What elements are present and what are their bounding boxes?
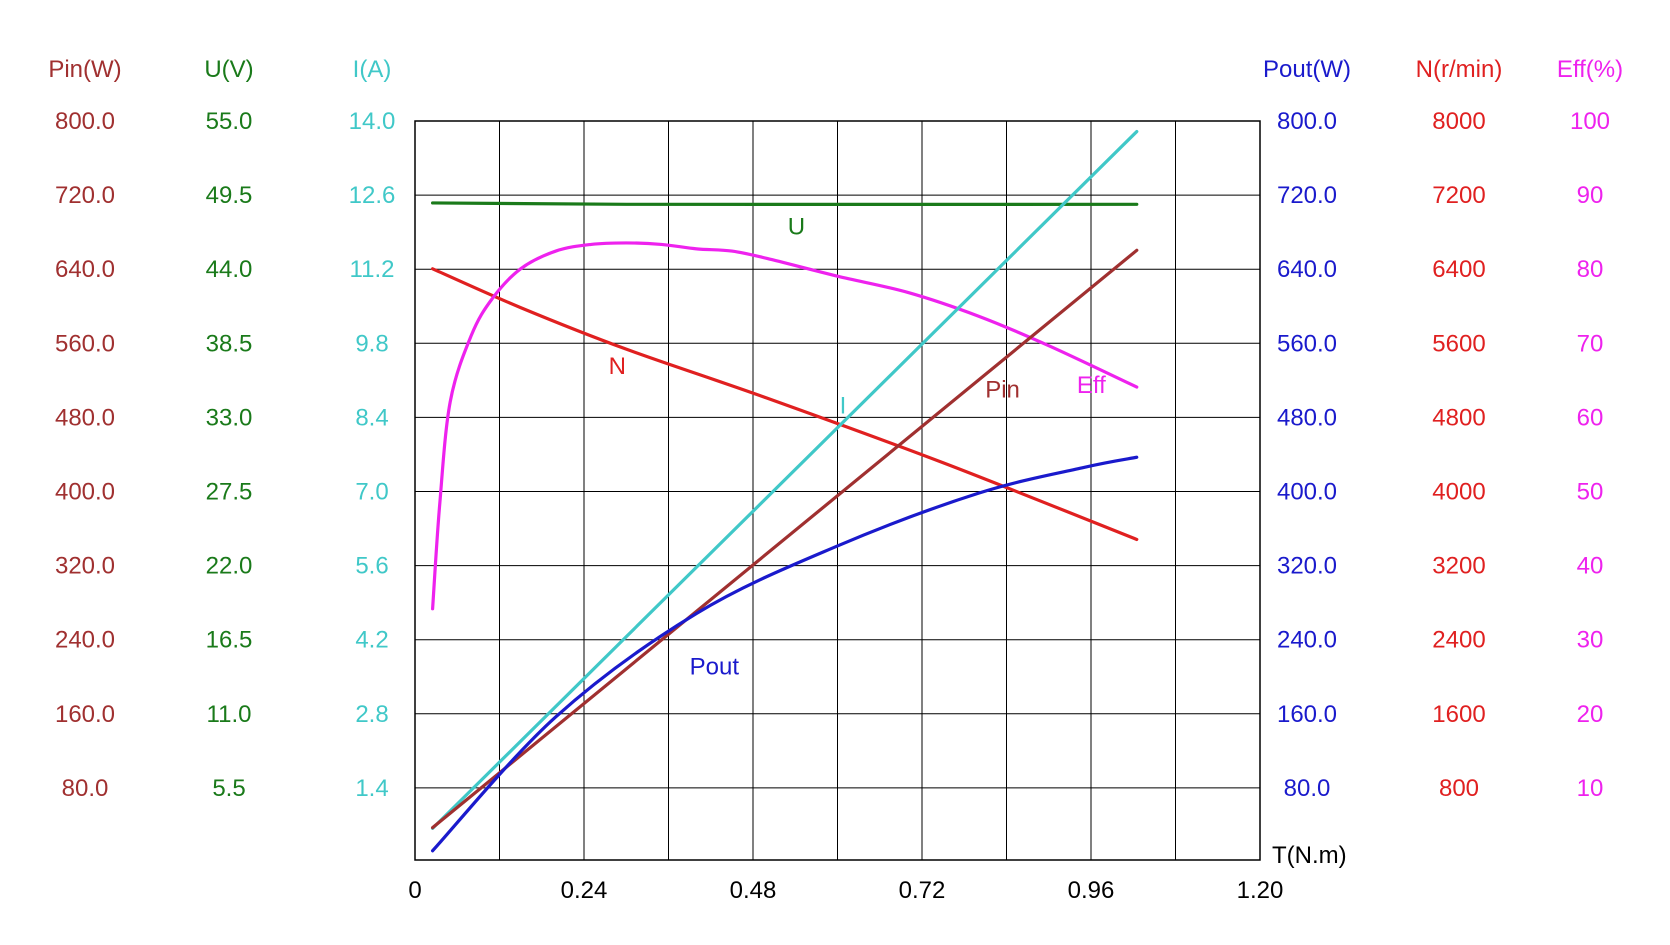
x-tick-label: 1.20 — [1237, 877, 1284, 904]
tick-label-pin: 640.0 — [55, 256, 115, 283]
tick-label-n: 8000 — [1432, 108, 1485, 135]
series-line-pout — [431, 455, 1139, 853]
tick-label-i: 1.4 — [355, 775, 388, 802]
tick-label-pout: 560.0 — [1277, 330, 1337, 357]
tick-label-pin: 480.0 — [55, 404, 115, 431]
tick-label-i: 2.8 — [355, 701, 388, 728]
series-label-eff: Eff — [1077, 372, 1106, 399]
tick-label-u: 55.0 — [206, 108, 253, 135]
series-label-u: U — [788, 213, 805, 240]
series-lines — [431, 129, 1139, 853]
series-line-u — [431, 201, 1139, 207]
tick-label-i: 9.8 — [355, 330, 388, 357]
tick-label-i: 8.4 — [355, 404, 388, 431]
tick-label-u: 16.5 — [206, 627, 253, 654]
tick-label-n: 7200 — [1432, 182, 1485, 209]
tick-label-eff: 50 — [1577, 479, 1604, 506]
tick-label-n: 2400 — [1432, 627, 1485, 654]
tick-label-pin: 160.0 — [55, 701, 115, 728]
tick-label-eff: 100 — [1570, 108, 1610, 135]
x-tick-label: 0.24 — [561, 877, 608, 904]
tick-label-eff: 90 — [1577, 182, 1604, 209]
tick-label-n: 6400 — [1432, 256, 1485, 283]
tick-label-eff: 20 — [1577, 701, 1604, 728]
series-line-i — [431, 129, 1139, 830]
tick-label-u: 38.5 — [206, 330, 253, 357]
axis-title-u: U(V) — [204, 56, 253, 83]
tick-label-n: 4800 — [1432, 404, 1485, 431]
tick-label-n: 3200 — [1432, 553, 1485, 580]
tick-label-i: 14.0 — [349, 108, 396, 135]
tick-label-eff: 30 — [1577, 627, 1604, 654]
tick-label-n: 4000 — [1432, 479, 1485, 506]
tick-label-pin: 720.0 — [55, 182, 115, 209]
series-label-i: I — [840, 393, 847, 420]
tick-label-i: 5.6 — [355, 553, 388, 580]
left-axes: Pin(W) 800.0 720.0 640.0 560.0 480.0 400.0 320.… — [48, 56, 395, 802]
tick-label-pout: 640.0 — [1277, 256, 1337, 283]
tick-label-eff: 70 — [1577, 330, 1604, 357]
tick-label-u: 44.0 — [206, 256, 253, 283]
tick-label-n: 1600 — [1432, 701, 1485, 728]
axis-title-pout: Pout(W) — [1263, 56, 1351, 83]
tick-label-eff: 80 — [1577, 256, 1604, 283]
tick-label-pout: 240.0 — [1277, 627, 1337, 654]
tick-label-u: 22.0 — [206, 553, 253, 580]
series-line-n — [431, 267, 1139, 542]
axis-title-n: N(r/min) — [1416, 56, 1503, 83]
tick-label-u: 49.5 — [206, 182, 253, 209]
tick-label-pin: 560.0 — [55, 330, 115, 357]
series-label-pin: Pin — [985, 377, 1020, 404]
tick-label-pin: 800.0 — [55, 108, 115, 135]
tick-label-u: 11.0 — [207, 701, 252, 728]
series-line-eff — [431, 241, 1139, 611]
series-line-pin — [431, 248, 1139, 830]
tick-label-pout: 480.0 — [1277, 404, 1337, 431]
x-tick-label: 0.96 — [1068, 877, 1115, 904]
tick-label-n: 5600 — [1432, 330, 1485, 357]
tick-label-u: 33.0 — [206, 404, 253, 431]
x-axis: T(N.m) 0 0.24 0.48 0.72 0.96 1.20 — [408, 842, 1346, 904]
tick-label-pout: 400.0 — [1277, 479, 1337, 506]
tick-label-u: 27.5 — [206, 479, 253, 506]
axis-title-pin: Pin(W) — [48, 56, 121, 83]
tick-label-i: 7.0 — [355, 479, 388, 506]
tick-label-i: 11.2 — [350, 256, 395, 283]
x-tick-label: 0.72 — [899, 877, 946, 904]
tick-label-pin: 320.0 — [55, 553, 115, 580]
x-axis-title: T(N.m) — [1272, 842, 1347, 869]
tick-label-eff: 60 — [1577, 404, 1604, 431]
tick-label-pout: 80.0 — [1284, 775, 1331, 802]
series-labels: U N Eff I Pin Pout — [609, 213, 1107, 680]
series-label-pout: Pout — [690, 654, 740, 681]
plot-grid — [414, 120, 1261, 861]
tick-label-n: 800 — [1439, 775, 1479, 802]
tick-label-pout: 720.0 — [1277, 182, 1337, 209]
axis-title-i: I(A) — [353, 56, 392, 83]
tick-label-i: 4.2 — [355, 627, 388, 654]
x-tick-label: 0 — [408, 877, 421, 904]
tick-label-pin: 400.0 — [55, 479, 115, 506]
tick-label-u: 5.5 — [212, 775, 245, 802]
tick-label-pin: 240.0 — [55, 627, 115, 654]
tick-label-pout: 320.0 — [1277, 553, 1337, 580]
axis-title-eff: Eff(%) — [1557, 56, 1623, 83]
series-label-n: N — [609, 353, 626, 380]
right-axes: Pout(W) 800.0 720.0 640.0 560.0 480.0 400.0 320… — [1263, 56, 1623, 802]
x-tick-label: 0.48 — [730, 877, 777, 904]
tick-label-pout: 800.0 — [1277, 108, 1337, 135]
tick-label-i: 12.6 — [349, 182, 396, 209]
tick-label-pout: 160.0 — [1277, 701, 1337, 728]
tick-label-eff: 10 — [1577, 775, 1604, 802]
tick-label-eff: 40 — [1577, 553, 1604, 580]
tick-label-pin: 80.0 — [62, 775, 109, 802]
